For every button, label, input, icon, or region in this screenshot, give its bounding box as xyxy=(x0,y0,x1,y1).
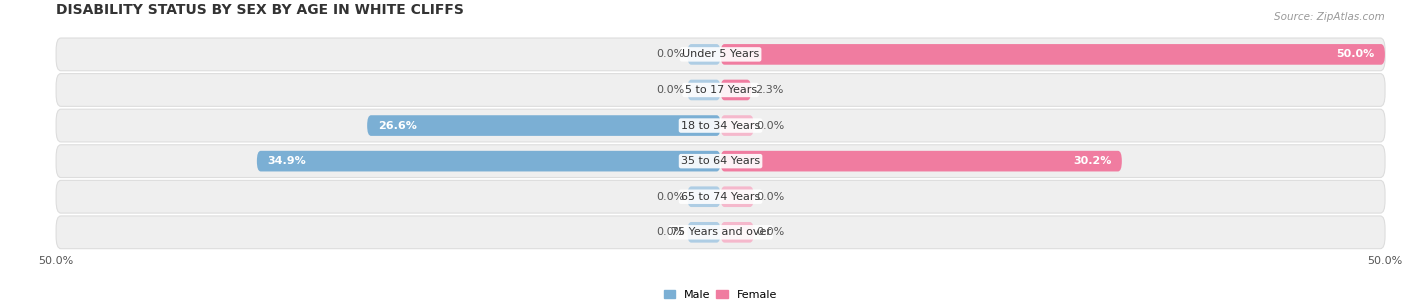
Text: 50.0%: 50.0% xyxy=(1336,49,1374,59)
FancyBboxPatch shape xyxy=(56,38,1385,71)
Text: 0.0%: 0.0% xyxy=(657,85,685,95)
Text: Source: ZipAtlas.com: Source: ZipAtlas.com xyxy=(1274,12,1385,22)
Text: 0.0%: 0.0% xyxy=(657,227,685,237)
Text: DISABILITY STATUS BY SEX BY AGE IN WHITE CLIFFS: DISABILITY STATUS BY SEX BY AGE IN WHITE… xyxy=(56,3,464,17)
FancyBboxPatch shape xyxy=(688,44,721,65)
Text: 65 to 74 Years: 65 to 74 Years xyxy=(681,192,761,202)
Legend: Male, Female: Male, Female xyxy=(659,285,782,304)
FancyBboxPatch shape xyxy=(56,74,1385,106)
Text: 0.0%: 0.0% xyxy=(756,120,785,131)
FancyBboxPatch shape xyxy=(721,80,751,100)
Text: 0.0%: 0.0% xyxy=(756,192,785,202)
Text: Under 5 Years: Under 5 Years xyxy=(682,49,759,59)
Text: 2.3%: 2.3% xyxy=(755,85,783,95)
FancyBboxPatch shape xyxy=(56,109,1385,142)
FancyBboxPatch shape xyxy=(367,115,721,136)
Text: 0.0%: 0.0% xyxy=(657,49,685,59)
FancyBboxPatch shape xyxy=(721,44,1385,65)
Text: 30.2%: 30.2% xyxy=(1073,156,1111,166)
Text: 35 to 64 Years: 35 to 64 Years xyxy=(681,156,761,166)
FancyBboxPatch shape xyxy=(56,180,1385,213)
FancyBboxPatch shape xyxy=(688,80,721,100)
Text: 5 to 17 Years: 5 to 17 Years xyxy=(685,85,756,95)
FancyBboxPatch shape xyxy=(721,222,754,243)
FancyBboxPatch shape xyxy=(688,186,721,207)
FancyBboxPatch shape xyxy=(721,115,754,136)
FancyBboxPatch shape xyxy=(688,222,721,243)
Text: 0.0%: 0.0% xyxy=(657,192,685,202)
FancyBboxPatch shape xyxy=(721,186,754,207)
FancyBboxPatch shape xyxy=(56,216,1385,249)
Text: 0.0%: 0.0% xyxy=(756,227,785,237)
Text: 18 to 34 Years: 18 to 34 Years xyxy=(681,120,761,131)
Text: 75 Years and over: 75 Years and over xyxy=(671,227,770,237)
Text: 26.6%: 26.6% xyxy=(378,120,416,131)
Text: 34.9%: 34.9% xyxy=(267,156,307,166)
FancyBboxPatch shape xyxy=(257,151,721,171)
FancyBboxPatch shape xyxy=(56,145,1385,178)
FancyBboxPatch shape xyxy=(721,151,1122,171)
